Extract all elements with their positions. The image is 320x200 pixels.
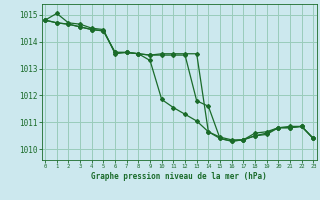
X-axis label: Graphe pression niveau de la mer (hPa): Graphe pression niveau de la mer (hPa): [91, 172, 267, 181]
